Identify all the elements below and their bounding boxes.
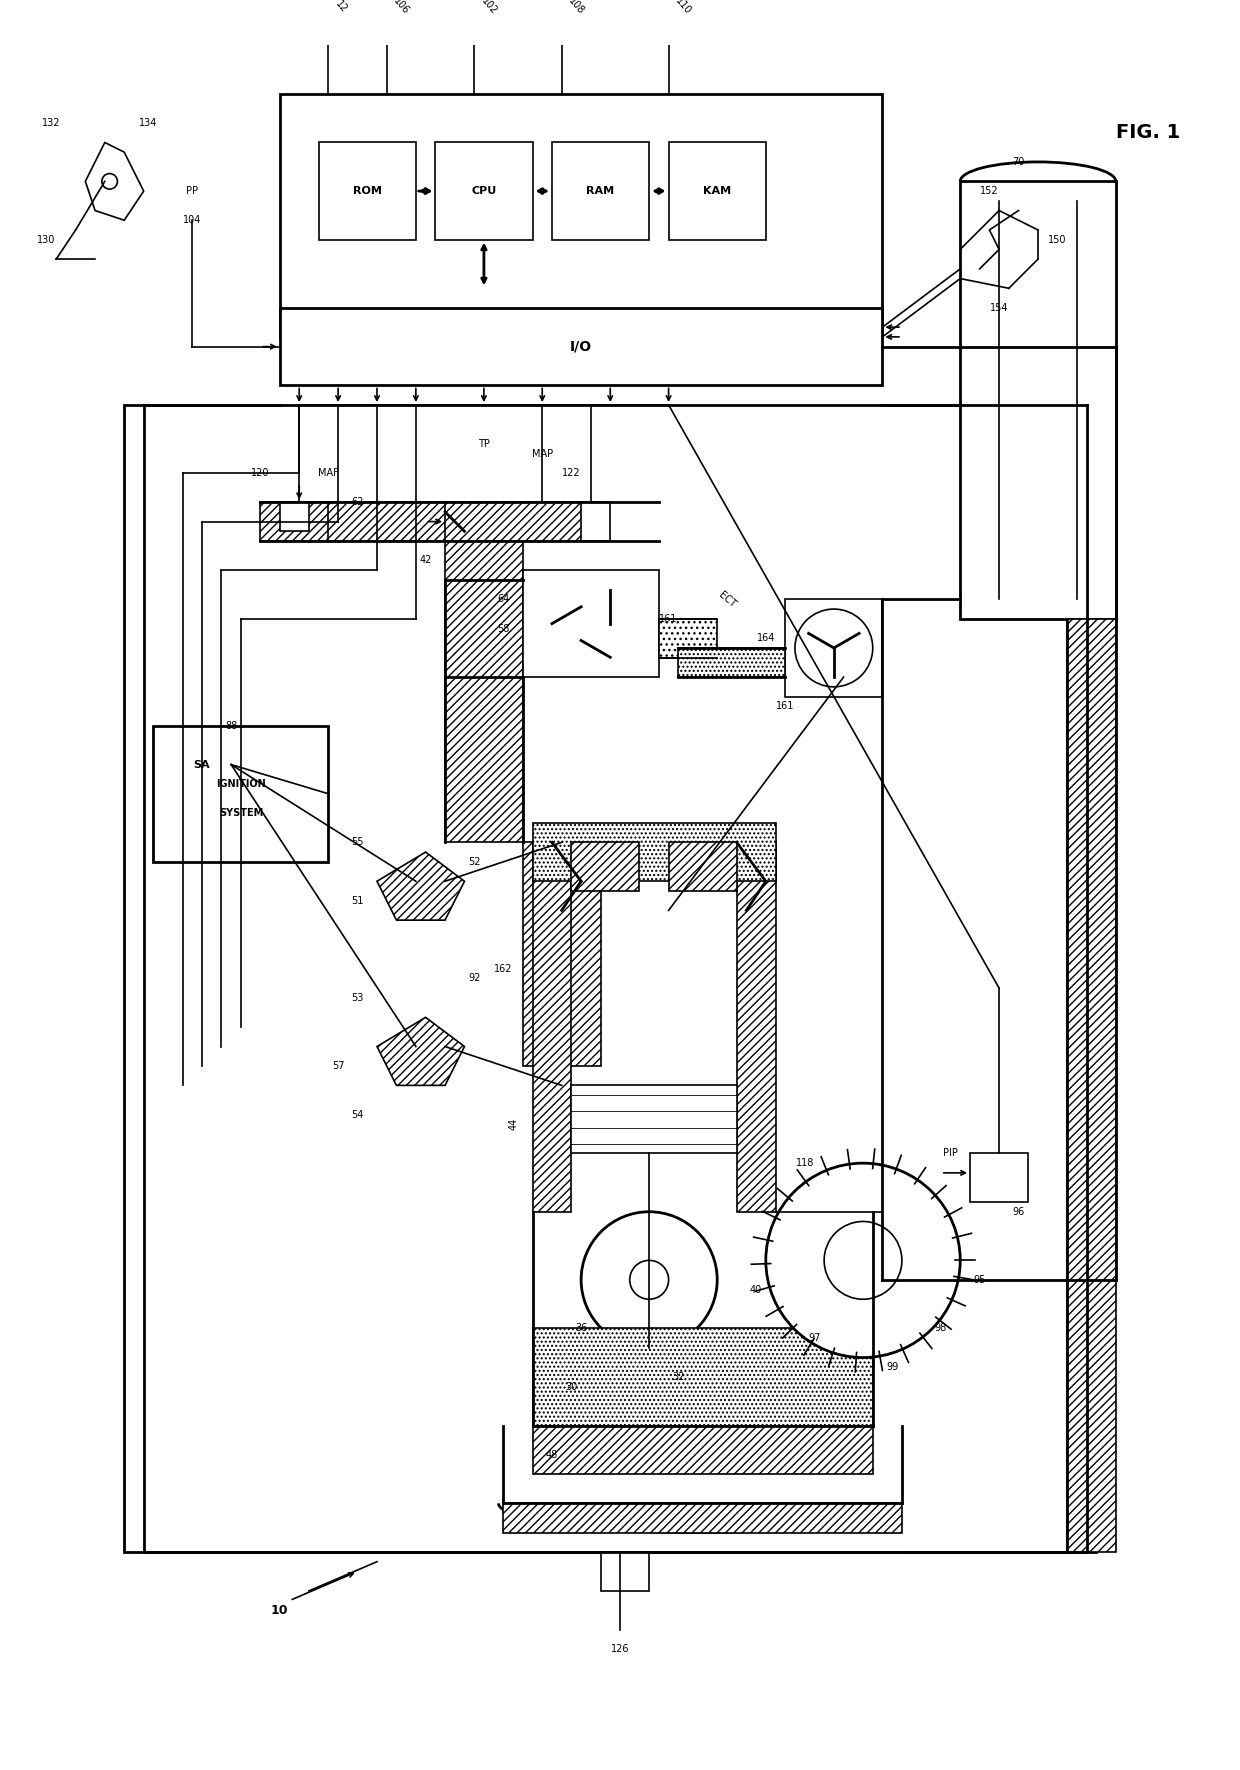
Text: 122: 122	[562, 467, 580, 478]
Text: 104: 104	[184, 216, 201, 225]
Text: 150: 150	[1048, 235, 1066, 244]
Text: 53: 53	[351, 993, 363, 1004]
Text: 55: 55	[351, 837, 363, 848]
Text: 164: 164	[756, 634, 775, 643]
Text: 64: 64	[497, 595, 510, 604]
Text: TP: TP	[477, 439, 490, 450]
Text: 106: 106	[392, 0, 410, 16]
Text: 62: 62	[351, 497, 363, 508]
Text: 12: 12	[334, 0, 348, 14]
Bar	[503, 1503, 901, 1533]
Text: 161: 161	[776, 701, 795, 712]
Bar	[260, 503, 329, 542]
Bar	[572, 843, 640, 890]
Bar	[532, 823, 775, 881]
Bar	[668, 843, 737, 890]
Text: PIP: PIP	[944, 1149, 959, 1158]
Text: 110: 110	[673, 0, 693, 16]
Circle shape	[825, 1221, 901, 1299]
Text: 95: 95	[973, 1274, 986, 1285]
Text: 51: 51	[351, 896, 363, 906]
Bar	[124, 405, 1096, 1552]
Text: 96: 96	[1012, 1207, 1024, 1216]
Bar	[523, 570, 658, 678]
Bar	[658, 620, 717, 658]
Text: 54: 54	[351, 1110, 363, 1120]
Bar	[582, 503, 610, 542]
Bar	[678, 648, 785, 678]
Text: 130: 130	[37, 235, 56, 244]
Text: 40: 40	[750, 1285, 763, 1294]
Text: 134: 134	[139, 119, 157, 127]
Text: IGNITION: IGNITION	[216, 779, 265, 789]
Text: ECT: ECT	[717, 589, 738, 609]
Text: 120: 120	[250, 467, 269, 478]
Text: CPU: CPU	[471, 186, 496, 196]
Text: I/O: I/O	[570, 340, 593, 354]
Text: ROM: ROM	[353, 186, 382, 196]
Bar	[552, 142, 650, 239]
Bar	[668, 142, 766, 239]
Text: 88: 88	[224, 720, 237, 731]
Text: 92: 92	[467, 974, 480, 984]
Bar	[319, 142, 415, 239]
Bar	[532, 1329, 873, 1425]
Text: 108: 108	[567, 0, 587, 16]
Bar	[960, 181, 1116, 620]
Text: 42: 42	[419, 556, 432, 565]
Text: KAM: KAM	[703, 186, 732, 196]
Text: 44: 44	[508, 1119, 518, 1131]
Text: 48: 48	[546, 1450, 558, 1460]
Text: MAP: MAP	[532, 448, 553, 458]
Text: MAF: MAF	[317, 467, 339, 478]
Bar	[532, 1425, 873, 1474]
Text: 162: 162	[494, 963, 512, 974]
Text: 98: 98	[935, 1324, 947, 1333]
Text: 30: 30	[565, 1382, 578, 1391]
Bar	[1068, 620, 1116, 1552]
Text: PP: PP	[186, 186, 198, 196]
Text: 10: 10	[272, 1604, 289, 1616]
Polygon shape	[377, 1018, 465, 1085]
Bar	[600, 1552, 650, 1591]
Circle shape	[582, 1212, 717, 1347]
Text: 152: 152	[980, 186, 998, 196]
Bar	[785, 600, 883, 697]
Bar	[280, 94, 883, 336]
Text: 52: 52	[467, 857, 480, 867]
Text: 57: 57	[332, 1060, 345, 1071]
Bar	[309, 503, 600, 542]
Text: 99: 99	[887, 1363, 898, 1372]
Text: 36: 36	[575, 1324, 588, 1333]
Text: 154: 154	[990, 303, 1008, 313]
Text: 102: 102	[479, 0, 498, 16]
Bar	[280, 503, 309, 531]
Text: RAM: RAM	[587, 186, 615, 196]
Bar	[523, 843, 600, 1066]
Text: 97: 97	[808, 1333, 821, 1343]
Text: 70: 70	[1012, 158, 1024, 166]
Bar	[435, 142, 532, 239]
Text: 132: 132	[42, 119, 61, 127]
Text: 161: 161	[660, 614, 678, 623]
Text: 126: 126	[611, 1644, 629, 1655]
Bar	[532, 843, 572, 1212]
Bar	[572, 1085, 737, 1154]
Bar	[970, 1154, 1028, 1202]
Text: SA: SA	[193, 759, 211, 770]
Text: 58: 58	[497, 623, 510, 634]
Text: SYSTEM: SYSTEM	[218, 809, 263, 818]
Bar	[737, 843, 775, 1212]
Text: 32: 32	[672, 1372, 684, 1382]
Circle shape	[766, 1163, 960, 1358]
Bar	[280, 308, 883, 386]
Bar	[154, 726, 329, 862]
Bar	[445, 503, 523, 843]
Text: FIG. 1: FIG. 1	[1116, 124, 1180, 142]
Text: 118: 118	[796, 1158, 813, 1168]
Polygon shape	[377, 851, 465, 920]
